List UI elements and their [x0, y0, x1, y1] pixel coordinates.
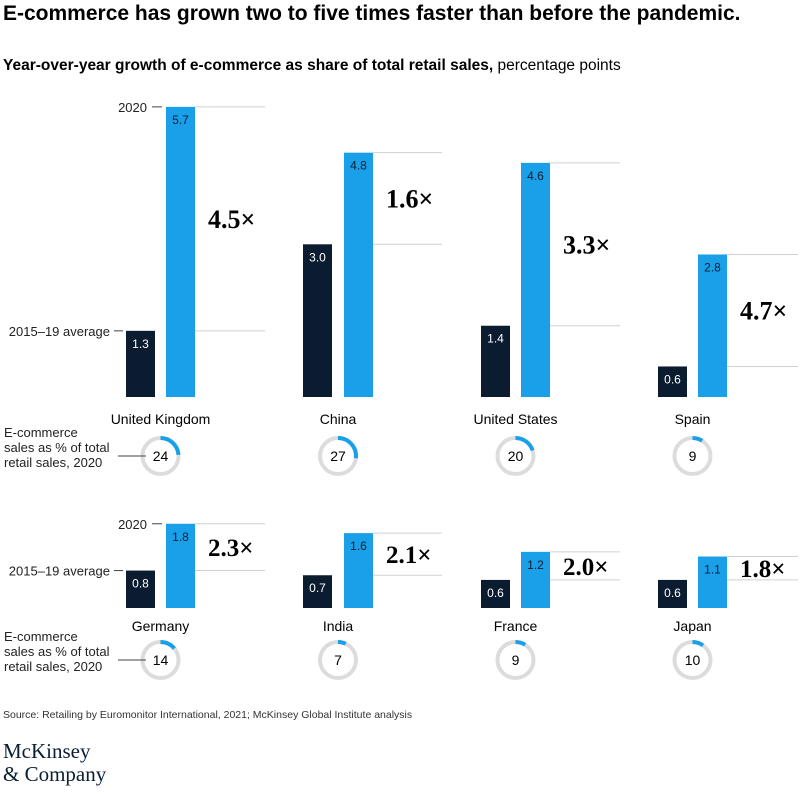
- bar-avg-france: [481, 579, 510, 608]
- value-label-2020-china: 4.8: [350, 159, 367, 173]
- value-label-avg-japan: 0.6: [664, 586, 681, 600]
- share-ring-arc-spain: [692, 436, 704, 443]
- growth-multiple-japan: 1.8×: [740, 556, 786, 583]
- value-label-avg-united-kingdom: 1.3: [132, 337, 149, 351]
- value-label-2020-germany: 1.8: [172, 530, 189, 544]
- subtitle-bold: Year-over-year growth of e-commerce as s…: [3, 57, 494, 74]
- bar-avg-india: [303, 575, 332, 608]
- avg-label: 2015–19 average: [9, 324, 110, 339]
- bar-avg-japan: [658, 579, 687, 608]
- share-ring-arc-germany: [160, 640, 176, 650]
- bar-2020-united-states: [521, 162, 550, 397]
- avg-label: 2015–19 average: [9, 564, 110, 579]
- bar-2020-spain: [698, 254, 727, 397]
- country-label-japan: Japan: [673, 618, 711, 634]
- subtitle-units: percentage points: [493, 57, 621, 74]
- value-label-2020-united-states: 4.6: [527, 169, 544, 183]
- bar-2020-japan: [698, 556, 727, 608]
- share-ring-arc-india: [337, 640, 347, 646]
- share-caption-line: E-commerce: [4, 629, 78, 644]
- share-ring-arc-united-states: [515, 436, 535, 452]
- year-2020-label: 2020: [118, 100, 147, 115]
- share-ring-arc-france: [515, 640, 527, 647]
- share-ring-arc-china: [337, 436, 358, 459]
- country-label-united-kingdom: United Kingdom: [111, 411, 211, 427]
- country-label-united-states: United States: [473, 411, 557, 427]
- share-value-germany: 14: [153, 652, 169, 668]
- share-value-france: 9: [512, 652, 520, 668]
- share-caption-line: sales as % of total: [4, 644, 110, 659]
- chart-title: E-commerce has grown two to five times f…: [3, 2, 741, 25]
- country-label-france: France: [494, 618, 538, 634]
- growth-multiple-spain: 4.7×: [740, 296, 787, 325]
- growth-multiple-france: 2.0×: [563, 554, 609, 581]
- logo-line-2: & Company: [3, 762, 107, 786]
- bar-avg-united-kingdom: [126, 330, 155, 397]
- value-label-2020-spain: 2.8: [704, 260, 721, 274]
- bar-avg-spain: [658, 366, 687, 397]
- value-label-avg-germany: 0.8: [132, 577, 149, 591]
- country-label-china: China: [320, 411, 357, 427]
- value-label-avg-united-states: 1.4: [487, 332, 504, 346]
- growth-multiple-united-states: 3.3×: [563, 230, 610, 259]
- chart-subtitle: Year-over-year growth of e-commerce as s…: [3, 57, 621, 75]
- country-label-spain: Spain: [675, 411, 711, 427]
- value-label-avg-china: 3.0: [309, 250, 326, 264]
- bar-2020-china: [344, 152, 373, 397]
- year-2020-label: 2020: [118, 517, 147, 532]
- bar-2020-united-kingdom: [166, 106, 195, 398]
- share-value-india: 7: [334, 652, 342, 668]
- bar-2020-germany: [166, 523, 195, 608]
- bar-avg-china: [303, 244, 332, 397]
- share-caption-line: retail sales, 2020: [4, 455, 102, 470]
- value-label-2020-france: 1.2: [527, 558, 544, 572]
- mckinsey-logo: McKinsey & Company: [3, 740, 106, 786]
- growth-multiple-germany: 2.3×: [208, 535, 254, 562]
- country-label-germany: Germany: [132, 618, 190, 634]
- share-value-china: 27: [330, 448, 346, 464]
- value-label-avg-india: 0.7: [309, 581, 326, 595]
- share-caption-line: E-commerce: [4, 425, 78, 440]
- growth-multiple-united-kingdom: 4.5×: [208, 205, 255, 234]
- value-label-2020-united-kingdom: 5.7: [172, 113, 189, 127]
- share-value-spain: 9: [689, 448, 697, 464]
- share-caption-line: retail sales, 2020: [4, 659, 102, 674]
- bar-2020-france: [521, 551, 550, 608]
- bar-avg-germany: [126, 570, 155, 608]
- value-label-avg-spain: 0.6: [664, 372, 681, 386]
- value-label-avg-france: 0.6: [487, 586, 504, 600]
- share-caption-line: sales as % of total: [4, 440, 110, 455]
- growth-multiple-china: 1.6×: [386, 184, 433, 213]
- share-value-united-states: 20: [508, 448, 524, 464]
- share-value-japan: 10: [685, 652, 701, 668]
- source-note: Source: Retailing by Euromonitor Interna…: [3, 709, 413, 721]
- share-value-united-kingdom: 24: [153, 448, 169, 464]
- country-label-india: India: [323, 618, 354, 634]
- share-ring-arc-united-kingdom: [160, 436, 181, 456]
- logo-line-1: McKinsey: [3, 739, 91, 763]
- bar-avg-united-states: [481, 325, 510, 397]
- share-ring-arc-japan: [692, 640, 705, 648]
- bar-2020-india: [344, 533, 373, 608]
- value-label-2020-japan: 1.1: [704, 563, 721, 577]
- growth-multiple-india: 2.1×: [386, 542, 432, 569]
- value-label-2020-india: 1.6: [350, 539, 367, 553]
